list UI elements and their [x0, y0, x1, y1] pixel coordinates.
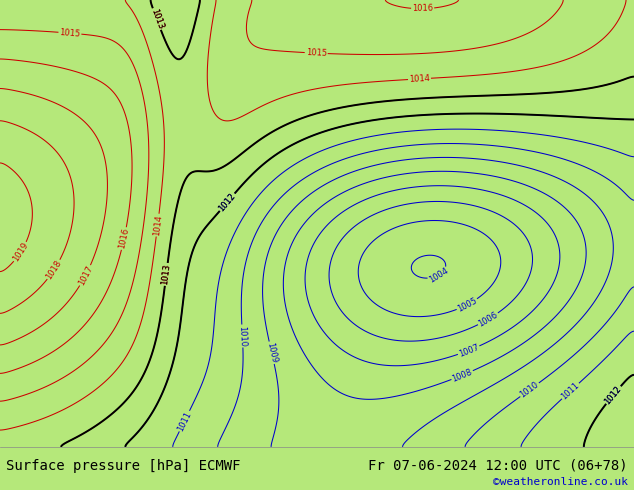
Text: 1012: 1012 [217, 191, 238, 213]
Text: Fr 07-06-2024 12:00 UTC (06+78): Fr 07-06-2024 12:00 UTC (06+78) [368, 459, 628, 473]
Text: 1015: 1015 [306, 48, 327, 58]
Text: 1017: 1017 [77, 264, 94, 287]
Text: 1016: 1016 [412, 4, 433, 13]
Text: 1010: 1010 [237, 325, 247, 347]
Text: 1012: 1012 [217, 191, 238, 213]
Text: 1006: 1006 [477, 310, 500, 328]
Text: 1013: 1013 [149, 7, 165, 30]
Text: 1004: 1004 [427, 266, 450, 285]
Text: 1014: 1014 [152, 214, 164, 236]
Text: Surface pressure [hPa] ECMWF: Surface pressure [hPa] ECMWF [6, 459, 241, 473]
Text: 1013: 1013 [160, 263, 172, 286]
Text: ©weatheronline.co.uk: ©weatheronline.co.uk [493, 477, 628, 487]
Text: 1013: 1013 [160, 263, 172, 286]
Text: 1012: 1012 [603, 384, 623, 406]
Text: 1013: 1013 [149, 7, 165, 30]
Text: 1014: 1014 [409, 74, 430, 84]
Text: 1010: 1010 [519, 380, 541, 399]
Text: 1016: 1016 [117, 227, 131, 250]
Text: 1011: 1011 [560, 381, 581, 401]
Text: 1015: 1015 [59, 28, 81, 39]
Text: 1011: 1011 [176, 410, 193, 433]
Text: 1008: 1008 [451, 367, 474, 383]
Text: 1007: 1007 [457, 343, 480, 358]
Text: 1018: 1018 [44, 258, 63, 281]
Text: 1005: 1005 [456, 296, 479, 314]
Text: 1019: 1019 [11, 241, 30, 263]
Text: 1009: 1009 [265, 342, 278, 364]
Text: 1012: 1012 [603, 384, 623, 406]
